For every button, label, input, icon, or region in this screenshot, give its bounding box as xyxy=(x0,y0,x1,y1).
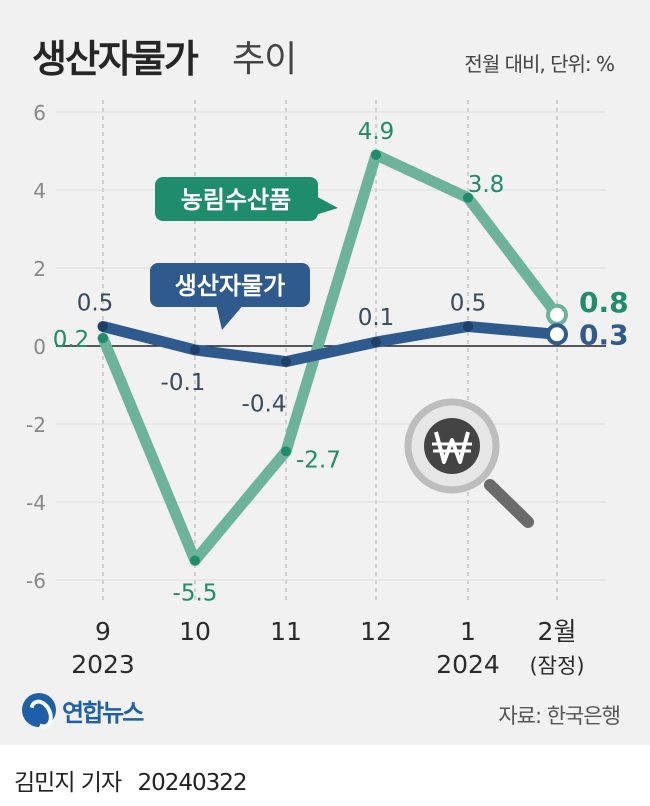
won-magnifier-icon xyxy=(404,398,534,528)
ppi-point xyxy=(190,344,200,355)
agri-data-label: -2.7 xyxy=(296,447,341,473)
source-note: 자료: 한국은행 xyxy=(498,704,621,728)
byline: 김민지 기자 20240322 xyxy=(14,763,248,797)
agri-point xyxy=(190,555,200,566)
agri-point xyxy=(281,446,291,457)
publisher-logo: 연합뉴스 xyxy=(22,690,144,730)
ppi-data-label: 0.3 xyxy=(579,318,629,351)
x-tick-label: 9 xyxy=(95,617,111,646)
y-tick-label: 6 xyxy=(33,101,46,125)
agri-data-label: -5.5 xyxy=(173,581,218,607)
ppi-data-label: 0.1 xyxy=(358,305,395,331)
agri-series-line xyxy=(97,149,563,566)
agri-data-label: 0.2 xyxy=(53,327,90,353)
ppi-legend-pointer xyxy=(216,304,244,330)
ppi-point xyxy=(463,321,473,332)
ppi-data-label: -0.4 xyxy=(242,392,287,418)
chart-subtitle: 추이 xyxy=(232,39,297,80)
chart-card xyxy=(0,0,650,745)
x-year-label: 2023 xyxy=(71,650,135,679)
x-tick-label: 2월 xyxy=(538,617,577,646)
y-tick-label: 0 xyxy=(33,335,46,359)
agri-legend-pointer xyxy=(312,194,338,216)
x-tick-label: 10 xyxy=(179,617,211,646)
ppi-legend-bubble xyxy=(150,263,310,307)
ppi-data-label: 0.5 xyxy=(77,291,114,317)
unit-note: 전월 대비, 단위: % xyxy=(464,52,615,76)
ppi-point xyxy=(371,337,381,348)
y-tick-label: 4 xyxy=(33,179,46,203)
y-tick-label: -2 xyxy=(26,413,46,437)
chart-title: 생산자물가 xyxy=(32,37,199,81)
x-tick-label: 11 xyxy=(270,617,302,646)
x-tick-label: 12 xyxy=(360,617,392,646)
agri-data-label: 4.9 xyxy=(358,119,395,145)
ppi-point-last xyxy=(546,323,568,346)
byline-author: 김민지 기자 xyxy=(14,770,122,796)
won-coin xyxy=(424,418,480,474)
logo-text: 연합뉴스 xyxy=(62,698,144,727)
x-tick-label: 1 xyxy=(460,617,476,646)
ppi-data-label: 0.5 xyxy=(450,291,487,317)
x-year-label: 2024 xyxy=(436,650,500,679)
line-chart: 6 4 2 0 -2 -4 -6 9 10 11 12 1 2월 2023 2024 (잠정) 0.2 -5.5 -… xyxy=(26,100,629,679)
ppi-series-line xyxy=(97,321,563,368)
byline-date: 20240322 xyxy=(137,770,247,796)
agri-point xyxy=(371,149,381,160)
agri-legend-bubble xyxy=(155,177,318,221)
ppi-point xyxy=(281,356,291,367)
ppi-data-label: -0.1 xyxy=(161,370,206,396)
x-year-label: (잠정) xyxy=(529,654,584,678)
ppi-point xyxy=(98,321,108,332)
agri-point-last xyxy=(546,303,568,326)
agri-legend-label: 농림수산품 xyxy=(181,186,291,214)
magnifier-handle xyxy=(484,479,534,528)
ppi-legend-label: 생산자물가 xyxy=(175,272,285,300)
y-tick-label: -6 xyxy=(26,569,46,593)
agri-data-label: 0.8 xyxy=(579,286,629,319)
agri-data-label: 3.8 xyxy=(468,172,505,198)
y-tick-label: -4 xyxy=(26,491,46,515)
agri-point xyxy=(98,333,108,344)
y-tick-label: 2 xyxy=(33,257,46,281)
agri-point xyxy=(463,192,473,203)
yonhap-logo-icon xyxy=(22,693,56,727)
